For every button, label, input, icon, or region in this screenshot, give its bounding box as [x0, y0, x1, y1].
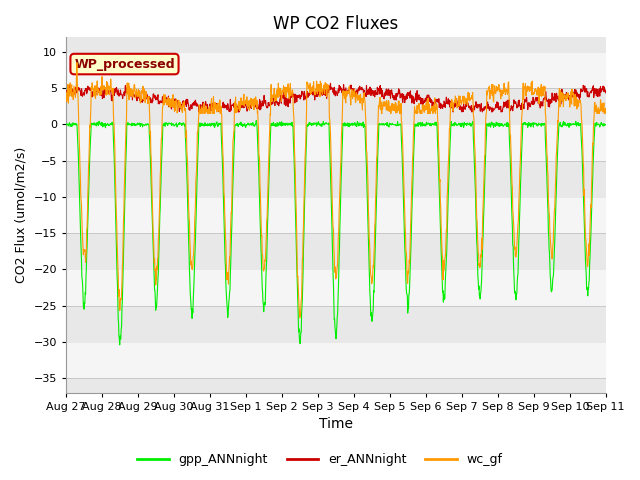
Y-axis label: CO2 Flux (umol/m2/s): CO2 Flux (umol/m2/s) — [15, 147, 28, 283]
Bar — [66, 269, 605, 306]
Bar — [66, 342, 605, 378]
Title: WP CO2 Fluxes: WP CO2 Fluxes — [273, 15, 399, 33]
Bar — [66, 52, 605, 88]
X-axis label: Time: Time — [319, 418, 353, 432]
Legend: gpp_ANNnight, er_ANNnight, wc_gf: gpp_ANNnight, er_ANNnight, wc_gf — [132, 448, 508, 471]
Text: WP_processed: WP_processed — [74, 58, 175, 71]
Bar — [66, 197, 605, 233]
Bar — [66, 124, 605, 161]
